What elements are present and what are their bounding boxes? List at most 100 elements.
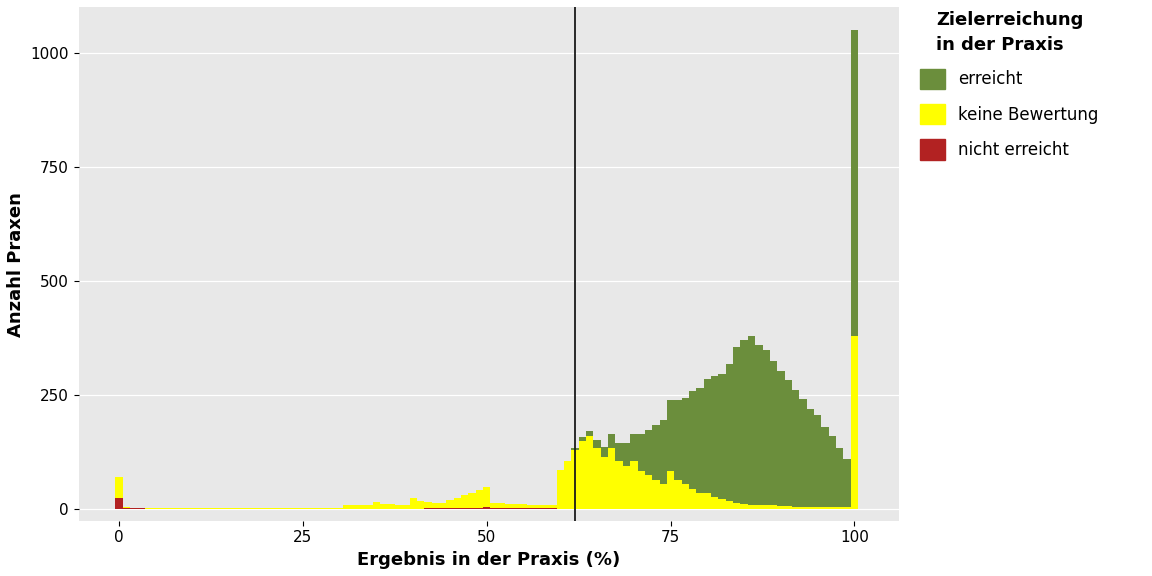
Bar [660, 484, 667, 509]
Bar [828, 507, 836, 509]
Bar [674, 480, 682, 509]
Bar [778, 371, 785, 506]
Bar [637, 471, 645, 509]
Bar [578, 441, 586, 509]
Bar [652, 425, 660, 480]
Bar [785, 380, 791, 506]
Bar [483, 487, 491, 507]
Bar [821, 507, 828, 509]
Bar [674, 400, 682, 480]
Bar [593, 448, 601, 509]
Bar [115, 498, 123, 509]
Bar [601, 447, 608, 457]
Bar [711, 497, 719, 509]
Bar [476, 490, 483, 507]
Bar [682, 397, 689, 484]
Bar [541, 505, 550, 509]
Bar [660, 420, 667, 484]
Bar [556, 470, 564, 509]
Bar [513, 504, 520, 509]
Bar [439, 503, 446, 509]
Bar [645, 475, 652, 509]
Bar [343, 505, 350, 509]
Bar [806, 507, 814, 509]
Bar [506, 504, 513, 509]
Bar [571, 450, 578, 509]
Bar [726, 364, 733, 501]
Bar [417, 501, 424, 509]
Bar [814, 507, 821, 509]
Bar [461, 508, 469, 509]
Bar [748, 505, 756, 509]
Bar [696, 494, 704, 509]
Bar [410, 498, 417, 509]
Bar [696, 388, 704, 494]
Bar [756, 345, 763, 505]
Bar [469, 507, 476, 509]
Bar [719, 374, 726, 499]
Bar [799, 399, 806, 507]
Bar [469, 493, 476, 507]
Bar [836, 507, 843, 509]
Bar [748, 336, 756, 505]
Bar [498, 503, 506, 508]
Bar [814, 415, 821, 507]
Bar [667, 471, 674, 509]
Bar [851, 336, 858, 509]
Bar [689, 489, 696, 509]
Bar [667, 400, 674, 471]
Bar [608, 434, 615, 448]
Bar [454, 498, 461, 508]
Bar [836, 448, 843, 507]
Bar [520, 504, 528, 509]
Bar [535, 505, 541, 509]
Bar [763, 505, 770, 509]
Bar [806, 408, 814, 507]
Bar [733, 502, 741, 509]
Bar [799, 507, 806, 509]
Bar [756, 505, 763, 509]
Legend: erreicht, keine Bewertung, nicht erreicht: erreicht, keine Bewertung, nicht erreich… [915, 6, 1104, 165]
Bar [358, 505, 365, 509]
Bar [373, 502, 380, 509]
Bar [528, 505, 535, 509]
Bar [741, 340, 748, 504]
Bar [785, 506, 791, 509]
Bar [733, 347, 741, 502]
Bar [446, 500, 454, 509]
Bar [564, 461, 571, 509]
Bar [115, 478, 123, 498]
Y-axis label: Anzahl Praxen: Anzahl Praxen [7, 192, 25, 336]
Bar [843, 459, 851, 507]
Bar [593, 439, 601, 448]
Bar [763, 350, 770, 505]
Bar [828, 437, 836, 507]
Bar [424, 502, 432, 509]
Bar [498, 508, 506, 509]
Bar [615, 461, 623, 509]
Bar [623, 466, 630, 509]
Bar [454, 508, 461, 509]
Bar [387, 505, 395, 509]
Bar [770, 505, 778, 509]
Bar [637, 434, 645, 471]
Bar [483, 507, 491, 509]
Bar [130, 508, 137, 509]
Bar [623, 443, 630, 466]
Bar [402, 505, 410, 509]
Bar [689, 391, 696, 489]
Bar [652, 480, 660, 509]
Bar [432, 503, 439, 509]
Bar [791, 507, 799, 509]
Bar [711, 376, 719, 497]
Bar [491, 502, 498, 508]
Bar [578, 437, 586, 441]
Bar [770, 361, 778, 505]
Bar [491, 508, 498, 509]
Bar [586, 437, 593, 509]
Bar [476, 507, 483, 509]
Bar [630, 434, 637, 461]
Bar [550, 505, 556, 509]
Bar [778, 506, 785, 509]
Bar [821, 427, 828, 507]
